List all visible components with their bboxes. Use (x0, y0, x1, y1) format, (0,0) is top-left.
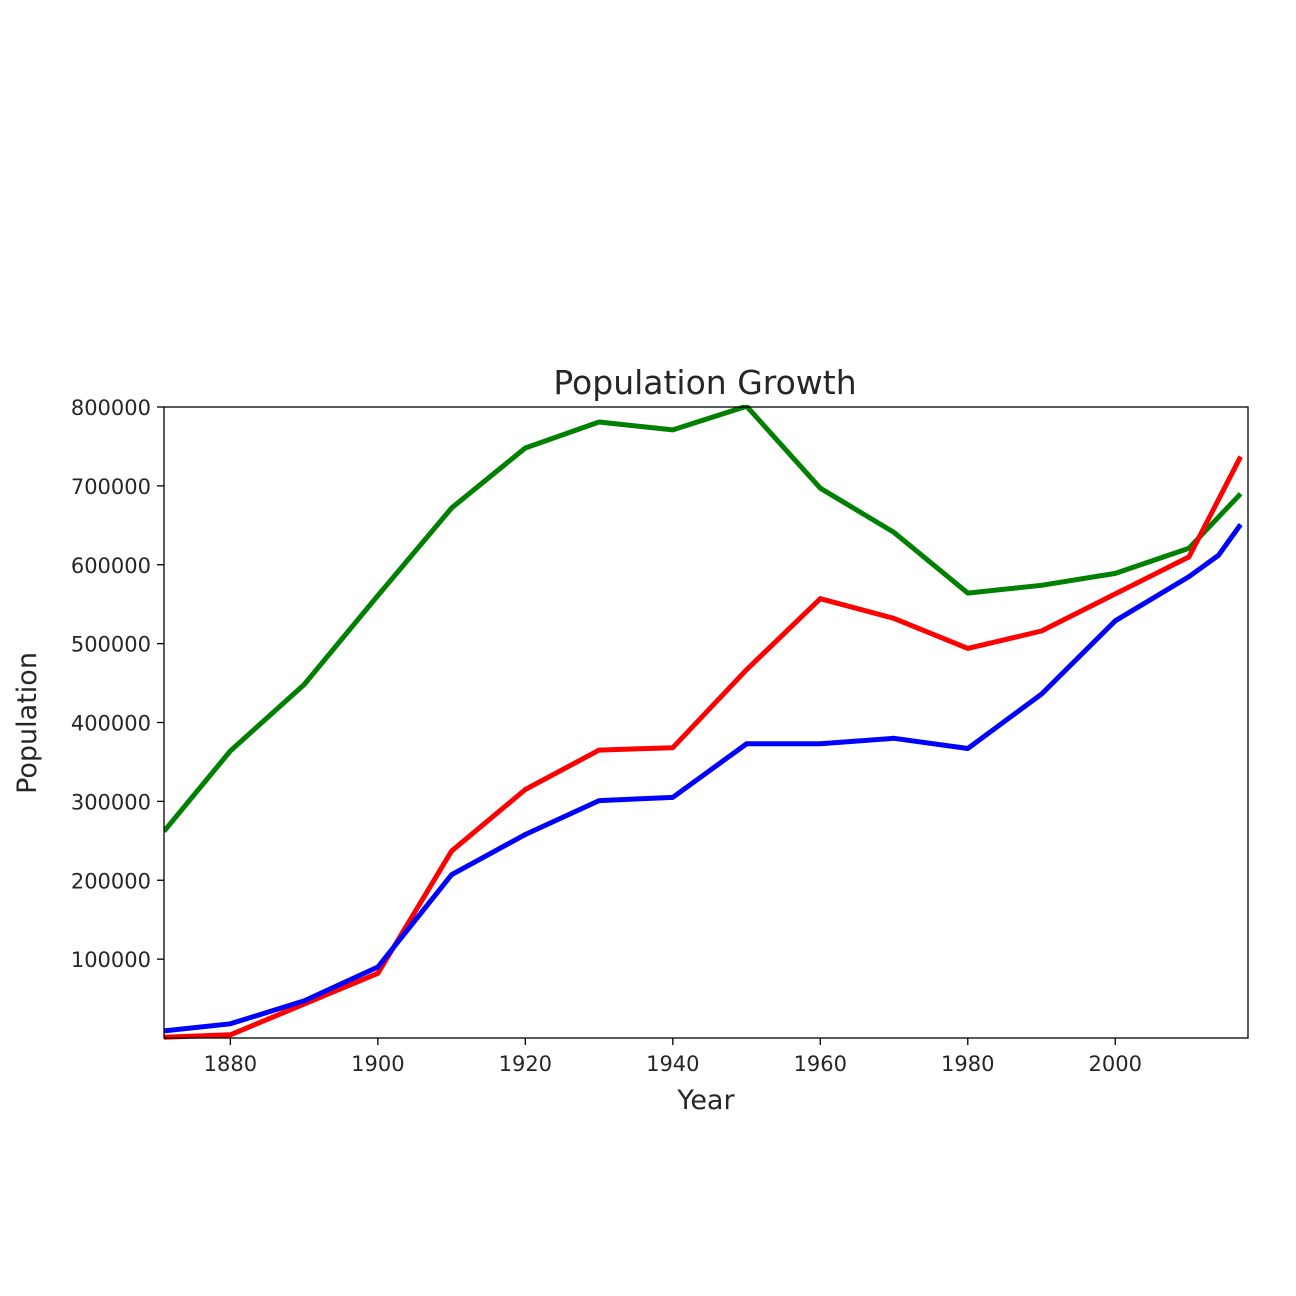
y-tick-label: 300000 (71, 790, 151, 814)
x-tick-label: 1920 (499, 1052, 552, 1076)
series-line-green (164, 405, 1243, 833)
series-layer (164, 405, 1243, 1040)
x-tick-label: 1880 (204, 1052, 257, 1076)
y-tick-label: 600000 (71, 554, 151, 578)
y-tick-label: 200000 (71, 869, 151, 893)
x-axis-label: Year (676, 1085, 735, 1116)
x-tick-label: 2000 (1089, 1052, 1142, 1076)
plot-area (164, 407, 1248, 1038)
x-tick-label: 1900 (351, 1052, 404, 1076)
x-axis-ticks: 1880 1900 1920 1940 1960 1980 2000 (204, 1038, 1142, 1076)
x-tick-label: 1980 (941, 1052, 994, 1076)
y-tick-label: 800000 (71, 396, 151, 420)
y-axis-label: Population (12, 652, 43, 794)
y-tick-label: 400000 (71, 712, 151, 736)
series-line-blue (164, 523, 1243, 1034)
series-line-red (164, 455, 1243, 1040)
chart-title: Population Growth (553, 363, 856, 402)
y-tick-label: 500000 (71, 633, 151, 657)
x-tick-label: 1940 (646, 1052, 699, 1076)
y-tick-label: 100000 (71, 948, 151, 972)
y-axis-ticks: 100000 200000 300000 400000 500000 600000 7000… (71, 396, 164, 972)
x-tick-label: 1960 (794, 1052, 847, 1076)
y-tick-label: 700000 (71, 475, 151, 499)
